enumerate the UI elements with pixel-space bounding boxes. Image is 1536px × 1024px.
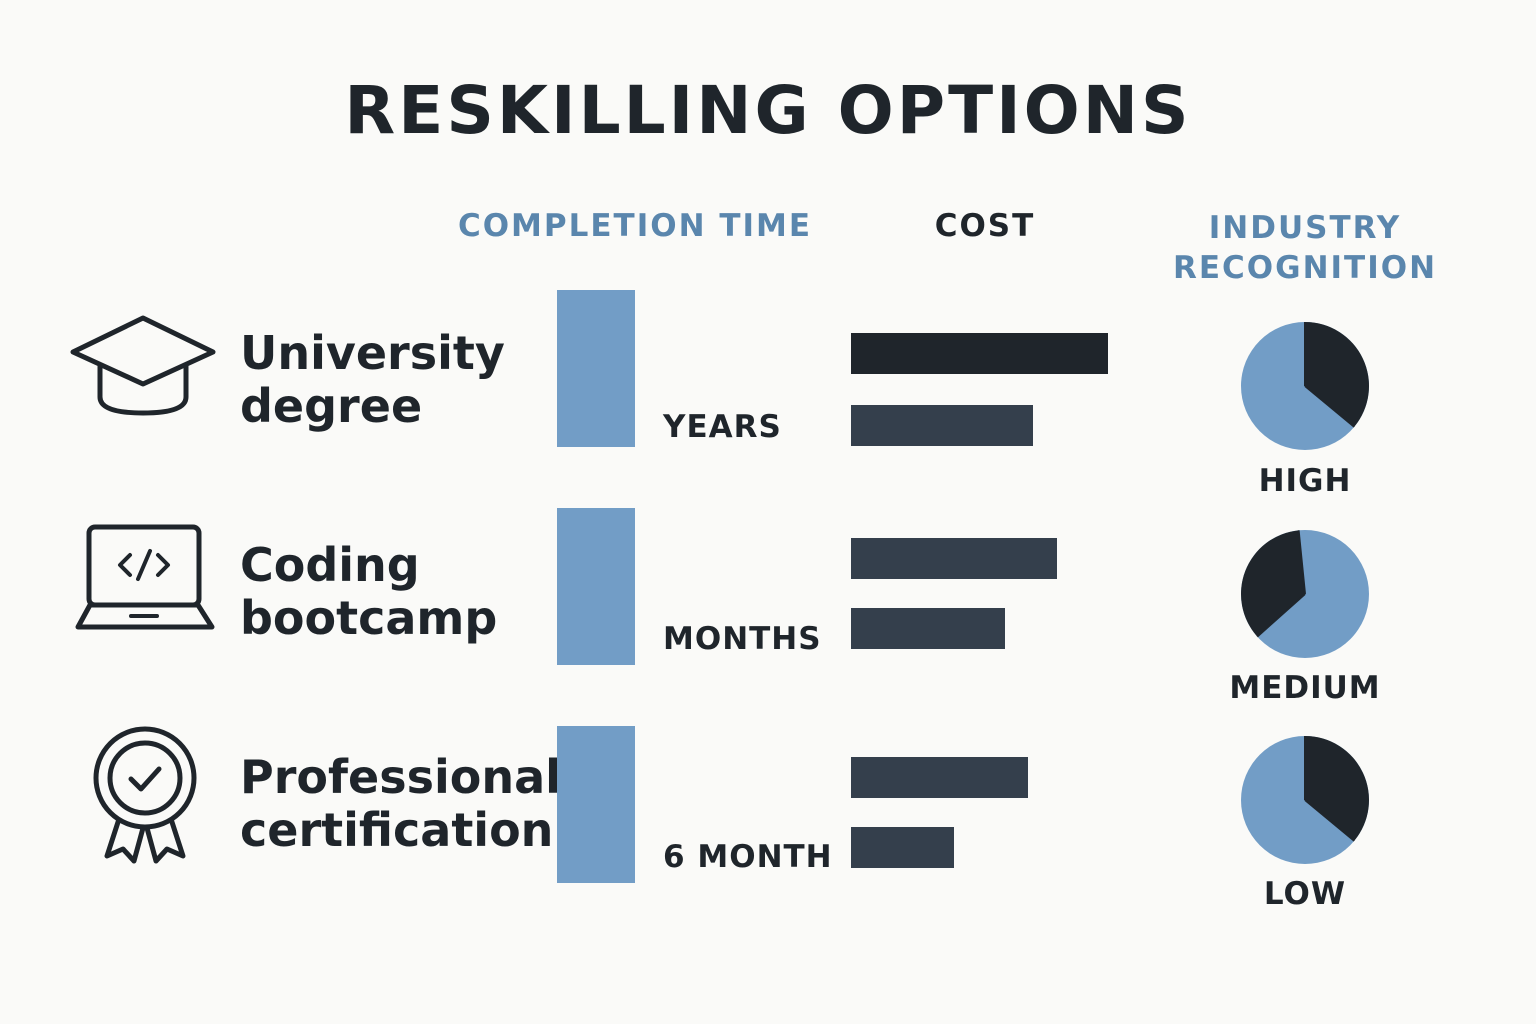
completion-time-label: 6 MONTH [663, 839, 833, 875]
laptop-code-icon [75, 524, 215, 630]
header-cost: COST [934, 208, 1036, 244]
header-completion-time: COMPLETION TIME [457, 208, 813, 244]
option-label-line1: Professional [240, 750, 561, 804]
option-label-line2: bootcamp [240, 591, 498, 645]
page-title: RESKILLING OPTIONS [344, 72, 1192, 149]
option-label: Coding bootcamp [240, 539, 497, 645]
option-label-line1: University [240, 326, 505, 380]
cost-bar-primary [851, 538, 1057, 579]
completion-time-label: YEARS [663, 409, 782, 445]
pie-dark-slice [1241, 530, 1305, 637]
option-label-line2: certification [240, 803, 554, 857]
completion-time-bar [557, 508, 635, 665]
option-label-line1: Coding [240, 538, 420, 592]
pie-dark-slice [1305, 736, 1370, 841]
certificate-badge-icon [93, 726, 197, 864]
recognition-label: HIGH [1258, 463, 1352, 499]
pie-divider-a [1256, 593, 1306, 638]
completion-time-bar [557, 726, 635, 883]
recognition-label: MEDIUM [1229, 670, 1381, 706]
recognition-label: LOW [1263, 876, 1347, 912]
completion-time-label: MONTHS [663, 621, 822, 657]
cost-bar-primary [851, 333, 1108, 374]
cost-bar-secondary [851, 405, 1033, 446]
option-row-certification: Professional certification 6 MONTH LOW [0, 721, 1536, 931]
header-industry-recognition: INDUSTRY RECOGNITION [1172, 210, 1438, 286]
cost-bar-secondary [851, 608, 1005, 649]
option-label: Professional certification [240, 751, 561, 857]
recognition-pie [1241, 322, 1370, 450]
cost-bar-secondary [851, 827, 954, 868]
option-label-line2: degree [240, 379, 423, 433]
completion-time-bar [557, 290, 635, 447]
recognition-pie [1241, 736, 1370, 864]
pie-dark-slice [1305, 322, 1370, 427]
graduation-cap-icon [70, 315, 216, 416]
recognition-pie [1241, 530, 1369, 658]
option-label: University degree [240, 327, 505, 433]
pie-divider-b [1297, 530, 1306, 595]
pie-divider-b [1304, 385, 1355, 428]
pie-divider-b [1304, 799, 1355, 842]
cost-bar-primary [851, 757, 1028, 798]
option-row-bootcamp: Coding bootcamp MONTHS MEDIUM [0, 503, 1536, 713]
option-row-university: University degree YEARS HIGH [0, 285, 1536, 499]
